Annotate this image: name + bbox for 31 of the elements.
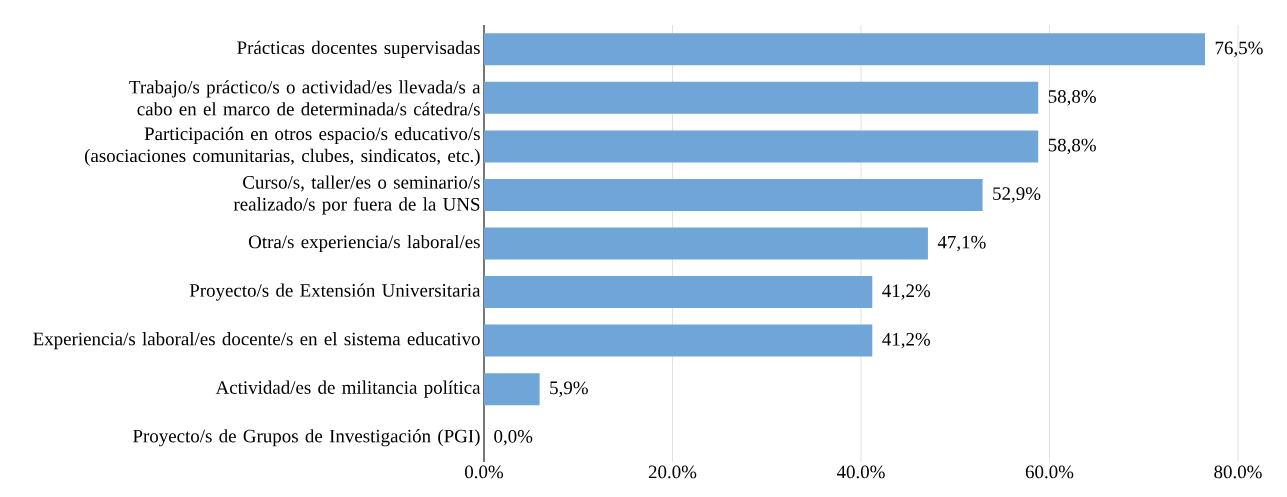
y-tick-label: Participación en otros espacio/s educativo/s (asociaciones comunitarias, clubes, sindicatos, etc.) — [84, 126, 480, 166]
bar — [484, 373, 540, 406]
data-label: 76,5% — [1215, 41, 1263, 58]
y-tick-label: Prácticas docentes supervisadas — [237, 40, 480, 58]
bar — [484, 227, 928, 260]
x-tick-label: 60.0% — [1025, 465, 1074, 479]
data-label: 47,1% — [937, 235, 986, 252]
data-label: 58,8% — [1048, 138, 1096, 155]
bar — [484, 33, 1206, 66]
y-tick-label: Trabajo/s práctico/s o actividad/es llevada/s a cabo en el marco de determinada/s cátedra/s — [129, 80, 481, 116]
data-label: 41,2% — [882, 332, 931, 349]
data-label: 0,0% — [494, 429, 533, 446]
bar — [484, 130, 1039, 163]
data-label: 41,2% — [882, 284, 931, 300]
x-tick-label: 40.0% — [836, 465, 885, 479]
y-tick-label: Actividad/es de militancia política — [215, 380, 481, 398]
y-tick-label: Proyecto/s de Extensión Universitaria — [189, 283, 481, 301]
data-label: 52,9% — [993, 187, 1041, 203]
y-tick-label: Experiencia/s laboral/es docente/s en el sistema educativo — [33, 332, 480, 350]
data-label: 5,9% — [550, 381, 588, 397]
bar — [484, 276, 873, 309]
x-tick-label: 0.0% — [465, 465, 504, 479]
x-tick-label: 20.0% — [648, 465, 697, 479]
y-tick-label: Otra/s experiencia/s laboral/es — [248, 234, 480, 253]
bar — [484, 81, 1039, 114]
y-tick-label: Proyecto/s de Grupos de Investigación (PGI) — [133, 429, 480, 447]
bar — [484, 178, 983, 211]
x-tick-label: 80.0% — [1214, 465, 1262, 479]
data-label: 58,8% — [1048, 90, 1096, 106]
bar — [484, 324, 873, 357]
y-tick-label: Curso/s, taller/es o seminario/s realizado/s por fuera de la UNS — [233, 175, 480, 215]
